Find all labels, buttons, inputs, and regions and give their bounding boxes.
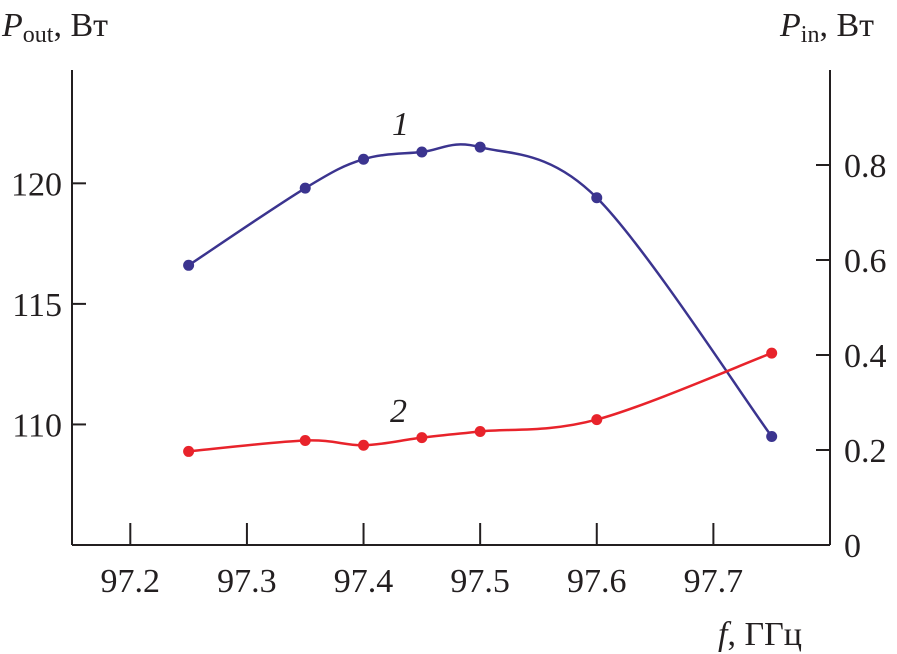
data-point-series-1 <box>474 141 486 153</box>
y-right-label: Pin, Вт <box>779 7 874 48</box>
y-right-tick-label: 0.2 <box>844 433 887 470</box>
x-tick-label: 97.3 <box>217 563 277 600</box>
data-point-series-1 <box>299 182 311 194</box>
y-left-tick-label: 115 <box>12 287 62 324</box>
data-point-series-2 <box>183 445 195 457</box>
x-tick-label: 97.6 <box>567 563 627 600</box>
y-left-tick-label: 110 <box>12 407 62 444</box>
data-point-series-2 <box>416 432 428 444</box>
y-left-label: Pout, Вт <box>1 7 108 48</box>
y-right-tick-label: 0.8 <box>844 148 887 185</box>
x-tick-label: 97.5 <box>450 563 510 600</box>
x-label: f, ГГц <box>718 616 802 653</box>
series-line-1 <box>187 143 773 438</box>
data-point-series-1 <box>591 192 603 204</box>
data-point-series-2 <box>766 347 778 359</box>
x-tick-label: 97.4 <box>334 563 394 600</box>
data-point-series-2 <box>591 414 603 426</box>
x-tick-label: 97.2 <box>101 563 161 600</box>
y-right-tick-label: 0.6 <box>844 243 887 280</box>
data-point-series-2 <box>299 435 311 446</box>
data-point-series-1 <box>183 259 195 271</box>
data-point-series-1 <box>766 430 778 442</box>
data-point-series-1 <box>416 146 428 158</box>
data-point-series-2 <box>474 425 486 437</box>
y-right-tick-label: 0.4 <box>844 338 887 375</box>
y-left-tick-label: 120 <box>11 166 62 203</box>
data-point-series-1 <box>358 153 370 165</box>
series-label-2: 2 <box>390 393 407 430</box>
data-point-series-2 <box>358 439 370 451</box>
series-label-1: 1 <box>392 106 409 143</box>
y-right-tick-label: 0 <box>844 528 861 565</box>
x-tick-label: 97.7 <box>684 563 744 600</box>
